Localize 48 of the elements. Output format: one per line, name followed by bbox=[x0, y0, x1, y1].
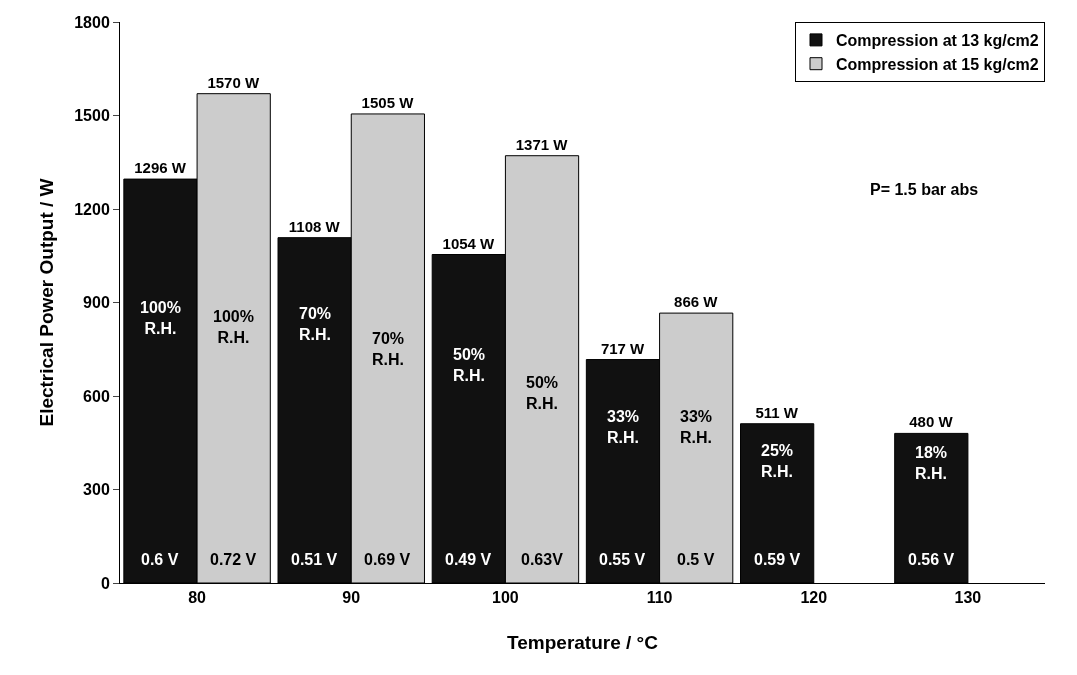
annotation: 70% R.H. bbox=[372, 330, 405, 368]
annotation: 100% R.H. bbox=[213, 308, 254, 346]
annotation: 70% R.H. bbox=[299, 305, 332, 343]
data-label: 1108 W bbox=[288, 217, 341, 235]
annotation: 50% R.H. bbox=[453, 346, 486, 384]
annotation: 0.56 V bbox=[908, 551, 955, 568]
y-tick-label: 0 bbox=[100, 574, 110, 592]
data-label: 480 W bbox=[909, 413, 954, 431]
x-axis-title: Temperature / °C bbox=[507, 632, 659, 653]
legend-label: Compression at 15 kg/cm2 bbox=[836, 55, 1039, 73]
annotation: 100% R.H. bbox=[140, 299, 181, 337]
annotation: 0.69 V bbox=[364, 551, 411, 568]
x-tick-label: 100 bbox=[492, 589, 519, 607]
x-tick-label: 90 bbox=[342, 589, 361, 607]
data-label: 1371 W bbox=[515, 135, 569, 153]
annotation: 18% R.H. bbox=[915, 444, 948, 482]
legend-label: Compression at 13 kg/cm2 bbox=[836, 32, 1039, 50]
data-label: 1570 W bbox=[207, 73, 260, 91]
y-tick-label: 1500 bbox=[74, 107, 110, 125]
x-tick-label: 110 bbox=[646, 589, 673, 607]
annotation: 50% R.H. bbox=[526, 374, 559, 412]
annotation: 33% R.H. bbox=[607, 408, 640, 446]
annotation: 0.55 V bbox=[599, 551, 646, 568]
x-tick-label: 80 bbox=[188, 589, 207, 607]
data-label: 1296 W bbox=[134, 159, 187, 177]
annotation: 0.63V bbox=[521, 551, 564, 568]
data-label: 1054 W bbox=[442, 234, 496, 252]
y-tick-label: 600 bbox=[83, 387, 110, 405]
x-tick-label: 130 bbox=[954, 589, 982, 607]
annotation: 0.72 V bbox=[210, 551, 257, 568]
annotation: 33% R.H. bbox=[680, 408, 713, 446]
y-tick-label: 300 bbox=[83, 481, 110, 499]
annotation: 0.59 V bbox=[754, 551, 801, 568]
data-label: 1505 W bbox=[361, 93, 415, 111]
data-label: 717 W bbox=[600, 339, 646, 357]
x-tick-label: 120 bbox=[800, 589, 828, 607]
y-axis-title: Electrical Power Output / W bbox=[36, 178, 58, 427]
y-tick-label: 1200 bbox=[74, 200, 110, 218]
data-label: 866 W bbox=[674, 293, 719, 311]
annotation: 0.6 V bbox=[141, 551, 179, 568]
annotation: 0.5 V bbox=[677, 551, 715, 568]
y-tick-label: 1800 bbox=[74, 13, 110, 31]
annotation: 0.51 V bbox=[291, 551, 338, 568]
data-label: 511 W bbox=[755, 403, 799, 421]
annotation: 0.49 V bbox=[445, 551, 492, 568]
y-tick-label: 900 bbox=[83, 294, 110, 312]
annotation: P= 1.5 bar abs bbox=[870, 181, 979, 198]
annotation: 25% R.H. bbox=[761, 442, 794, 480]
